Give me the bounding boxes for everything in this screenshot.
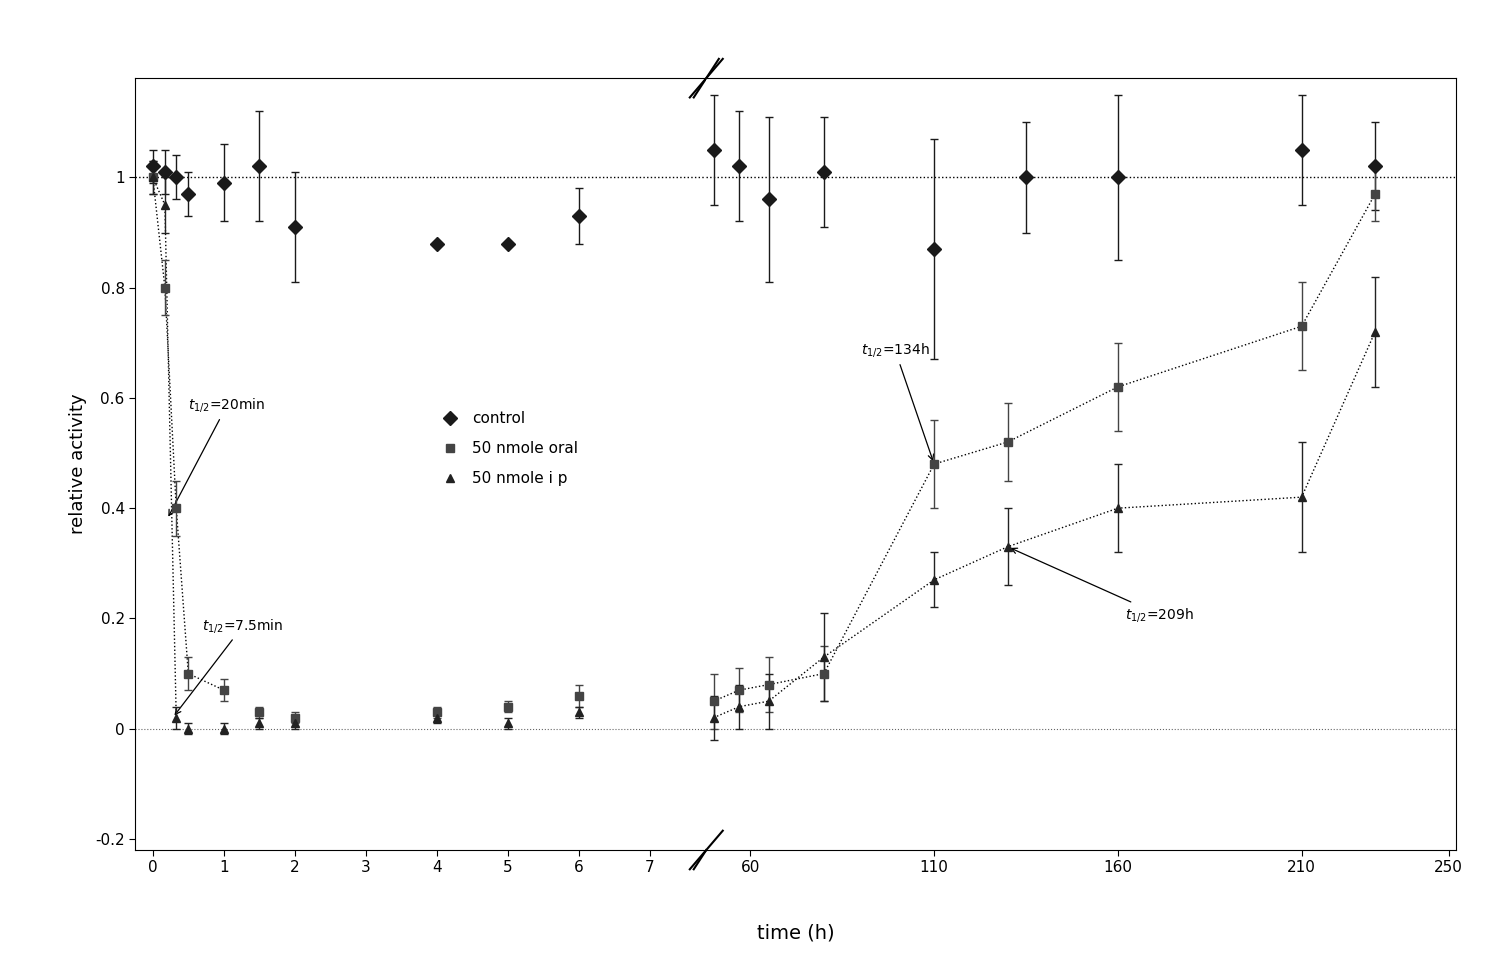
Text: time (h): time (h) xyxy=(757,923,835,943)
Text: $t_{1/2}$=20min: $t_{1/2}$=20min xyxy=(170,397,266,516)
Text: $t_{1/2}$=7.5min: $t_{1/2}$=7.5min xyxy=(176,616,284,714)
Y-axis label: relative activity: relative activity xyxy=(69,394,87,534)
Legend: control, 50 nmole oral, 50 nmole i p: control, 50 nmole oral, 50 nmole i p xyxy=(429,404,584,492)
Text: $t_{1/2}$=209h: $t_{1/2}$=209h xyxy=(1012,548,1195,624)
Text: $t_{1/2}$=134h: $t_{1/2}$=134h xyxy=(860,341,934,460)
